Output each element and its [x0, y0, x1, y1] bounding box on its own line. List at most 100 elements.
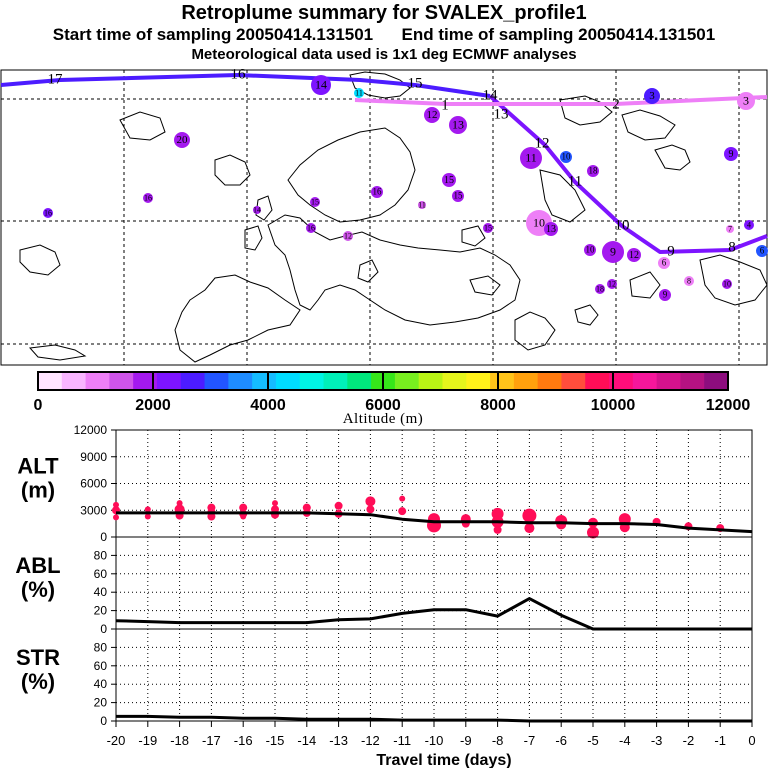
- y-tick-label: 12000: [74, 423, 108, 437]
- x-tick-label: -6: [555, 733, 567, 748]
- series-line: [116, 714, 752, 723]
- x-tick-label: -15: [266, 733, 285, 748]
- cluster-label: 11: [355, 88, 363, 97]
- colorbar-segment: [490, 372, 515, 390]
- x-tick-label: -1: [714, 733, 726, 748]
- cluster-marker: 15: [442, 173, 456, 187]
- cluster-circle: [587, 165, 599, 177]
- cluster-circle: [449, 116, 467, 134]
- cluster-circle: [310, 197, 320, 207]
- chart-title: Retroplume summary for SVALEX_profile1: [181, 2, 587, 24]
- colorbar-segment: [133, 372, 158, 390]
- cluster-circle: [684, 276, 694, 286]
- map-frame: [0, 69, 768, 366]
- colorbar-segment: [156, 372, 182, 390]
- cluster-marker: 12: [343, 231, 353, 241]
- cluster-label: 16: [144, 193, 152, 202]
- x-axis: -20 -19 -18 -17 -16 -15 -14 -13 -12 -11 -10 -9 -8 -7-…: [107, 721, 756, 768]
- cluster-marker: 6: [756, 245, 768, 257]
- colorbar-tick-label: 2000: [135, 397, 171, 414]
- colorbar-segment: [656, 372, 681, 390]
- cluster-circle: [607, 279, 617, 289]
- cluster-label: 6: [760, 246, 765, 256]
- cluster-circle: [737, 92, 755, 110]
- altitude-point: [239, 503, 248, 512]
- cluster-label: 15: [454, 191, 464, 201]
- x-tick-label: -18: [170, 733, 189, 748]
- x-axis-label: Travel time (days): [376, 752, 511, 768]
- colorbar-segment: [680, 372, 705, 390]
- cluster-circle: [452, 190, 464, 202]
- x-tick-label: -20: [107, 733, 126, 748]
- altitude-point: [556, 519, 567, 530]
- cluster-marker: 20: [174, 132, 190, 148]
- colorbar-tick-label: 0: [34, 397, 43, 414]
- trajectory-day-label: 12: [535, 135, 550, 151]
- cluster-circle: [311, 75, 331, 95]
- cluster-label: 18: [589, 166, 599, 176]
- time-series-panels: 030006000900012000ALT(m)020406080ABL(%)0…: [15, 423, 755, 768]
- colorbar-segment: [38, 372, 63, 390]
- series-line: [116, 511, 753, 534]
- cluster-label: 4: [747, 220, 751, 229]
- altitude-point: [113, 514, 119, 521]
- colorbar-tick-label: 6000: [365, 397, 401, 414]
- cluster-marker: 16: [143, 193, 153, 203]
- cluster-circle: [520, 147, 542, 169]
- colorbar-segment: [394, 372, 420, 390]
- colorbar-segment: [442, 372, 467, 390]
- cluster-marker: 16: [43, 208, 53, 218]
- cluster-label: 12: [344, 231, 352, 240]
- trajectory-secondary: [354, 95, 768, 106]
- cluster-marker: 3: [737, 92, 755, 110]
- y-tick-label: 0: [100, 622, 107, 636]
- cluster-label: 13: [452, 117, 464, 131]
- colorbar-segment: [252, 372, 277, 390]
- panel-alt: 0 3000 6000 9000 12000 ALT(m): [17, 423, 753, 544]
- map-panel: 171615141312111098123 141112132033111018…: [0, 66, 768, 366]
- cluster-circle: [726, 225, 734, 233]
- cluster-circle: [306, 223, 316, 233]
- panel-ylabel: STR: [16, 645, 60, 670]
- panel-ylabel: (%): [21, 669, 55, 694]
- cluster-circle: [584, 244, 596, 256]
- cluster-circle: [253, 206, 261, 214]
- met-data-label: Meteorological data used is 1x1 deg ECMW…: [191, 46, 577, 63]
- panel-ylabel: (m): [21, 478, 55, 503]
- cluster-circle: [724, 147, 738, 161]
- trajectory-day-label: 14: [483, 87, 499, 103]
- x-tick-label: -14: [297, 733, 316, 748]
- panel-ylabel: ALT: [17, 454, 59, 479]
- cluster-circle: [658, 257, 670, 269]
- altitude-point: [144, 506, 151, 513]
- x-tick-label: -4: [619, 733, 631, 748]
- altitude-point: [522, 508, 537, 523]
- end-time-label: End time of sampling 20050414.131501: [401, 25, 716, 44]
- y-tick-label: 0: [100, 714, 107, 728]
- cluster-circle: [354, 88, 364, 98]
- map-gridlines: [1, 70, 767, 365]
- altitude-point: [493, 525, 502, 534]
- cluster-circle: [744, 220, 754, 230]
- x-tick-label: -13: [329, 733, 348, 748]
- cluster-marker: 15: [483, 223, 493, 233]
- sampling-times: Start time of sampling 20050414.131501 E…: [0, 25, 768, 45]
- altitude-point: [366, 505, 375, 514]
- cluster-marker: 13: [544, 222, 558, 236]
- x-tick-label: 0: [748, 733, 755, 748]
- cluster-label: 18: [596, 284, 604, 293]
- colorbar-segment: [323, 372, 348, 390]
- colorbar-axis-label: Altitude (m): [343, 411, 424, 427]
- altitude-point: [240, 513, 247, 520]
- altitude-point: [113, 501, 119, 508]
- cluster-marker: 14: [311, 75, 331, 95]
- cluster-marker: 11: [418, 200, 426, 209]
- cluster-circle: [722, 279, 732, 289]
- cluster-label: 10: [723, 279, 731, 288]
- cluster-label: 20: [177, 134, 189, 146]
- colorbar-segment: [466, 372, 491, 390]
- cluster-marker: 10: [722, 279, 732, 289]
- colorbar-tick-label: 10000: [591, 397, 636, 414]
- cluster-label: 13: [546, 224, 556, 235]
- trajectory-day-label: 15: [408, 75, 423, 91]
